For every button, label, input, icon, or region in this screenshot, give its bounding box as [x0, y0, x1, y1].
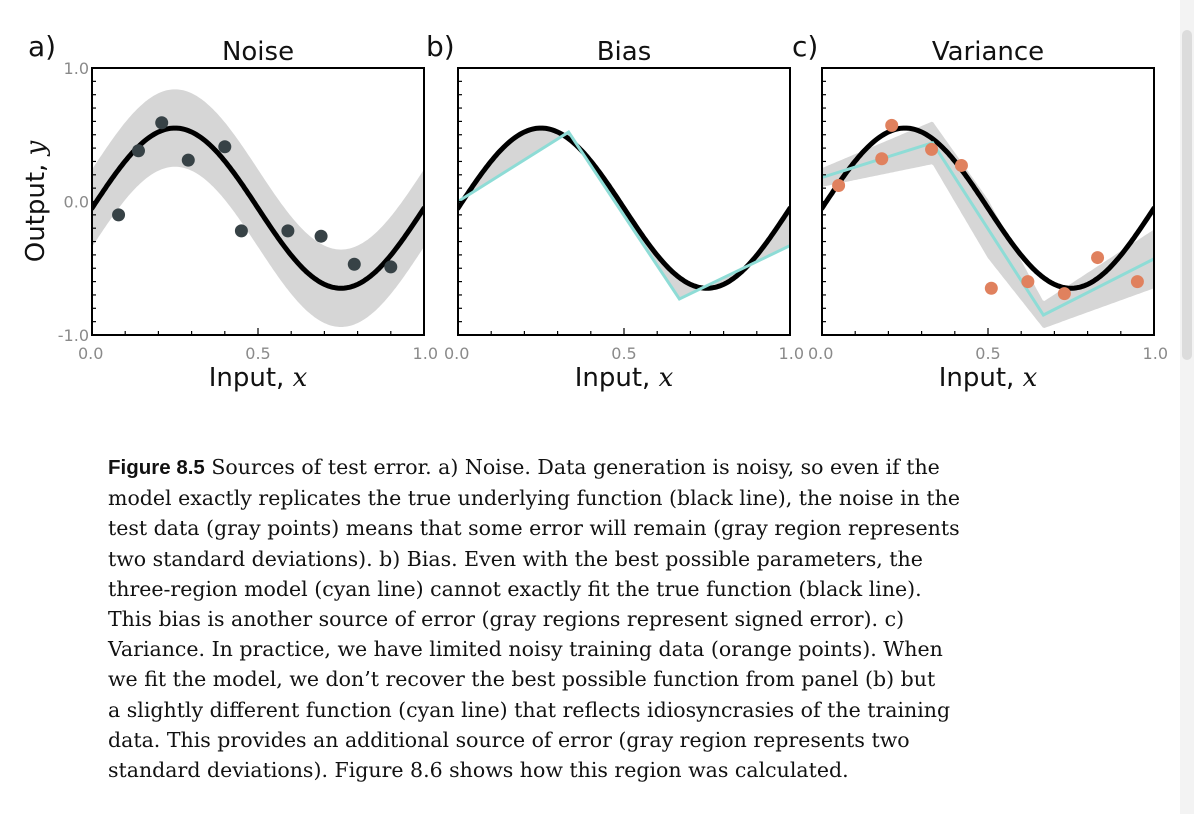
caption-line: two standard deviations). b) Bias. Even …: [108, 546, 923, 571]
x-tick-label: 0.5: [611, 344, 636, 363]
x-tick-label: 1.0: [1143, 344, 1168, 363]
x-axis-label: Input, x: [575, 363, 674, 393]
y-tick-label: 1.0: [64, 59, 89, 78]
chart-panel-bias: 0.0 0.5 1.0 b) Bias Input, x: [426, 30, 804, 393]
caption-line: data. This provides an additional source…: [108, 727, 910, 752]
panel-title: Bias: [597, 37, 652, 67]
figure-label: Figure 8.5: [108, 456, 205, 479]
training-point: [925, 142, 939, 156]
y-tick-label: -1.0: [58, 326, 89, 345]
plot-area: [458, 125, 790, 301]
caption-line: This bias is another source of error (gr…: [108, 607, 905, 632]
caption-line: model exactly replicates the true underl…: [108, 486, 960, 511]
panel-title: Variance: [932, 37, 1044, 67]
x-tick-label: 0.5: [975, 344, 1000, 363]
panel-letter: b): [426, 30, 455, 63]
training-point: [1057, 287, 1071, 301]
plot-area: [92, 89, 424, 328]
true-function-line: [92, 125, 424, 291]
panel-title: Noise: [222, 37, 294, 67]
plot-frame: [457, 67, 791, 336]
panel-letter: a): [28, 30, 56, 63]
caption-line: standard deviations). Figure 8.6 shows h…: [108, 758, 849, 783]
caption-line: a slightly different function (cyan line…: [108, 697, 951, 722]
caption-text: Sources of test error. a) Noise. Data ge…: [211, 455, 940, 479]
noise-point: [314, 229, 328, 243]
training-point: [984, 281, 998, 295]
y-axis-label: Output, y: [21, 140, 51, 262]
true-function-line: [822, 125, 1154, 291]
x-axis-label: Input, x: [939, 363, 1038, 393]
caption-line: three-region model (cyan line) cannot ex…: [108, 576, 922, 601]
training-point: [875, 152, 889, 166]
x-tick-label: 1.0: [413, 344, 438, 363]
training-point: [832, 178, 846, 192]
noise-point: [155, 116, 169, 130]
true-function-line: [458, 125, 790, 291]
model-line: [458, 130, 790, 301]
training-point: [1130, 275, 1144, 289]
x-axis-label: Input, x: [209, 363, 308, 393]
noise-point: [234, 224, 248, 238]
y-tick-label: 0.0: [64, 193, 89, 212]
noise-point: [384, 260, 398, 274]
caption-line: test data (gray points) means that some …: [108, 516, 960, 541]
caption-line: we fit the model, we don’t recover the b…: [108, 667, 936, 692]
noise-point: [131, 144, 145, 158]
panel-letter: c): [792, 30, 818, 63]
figure-caption: Figure 8.5 Sources of test error. a) Noi…: [108, 452, 1083, 785]
noise-point: [218, 140, 232, 154]
noise-point: [112, 208, 126, 222]
x-tick-label: 0.5: [245, 344, 270, 363]
x-tick-label: 0.0: [78, 344, 103, 363]
chart-panel-variance: 0.0 0.5 1.0 c) Variance Input, x: [792, 30, 1168, 393]
error-band: [822, 121, 1154, 328]
training-point: [1091, 251, 1105, 265]
training-point: [954, 158, 968, 172]
noise-point: [347, 257, 361, 271]
caption-line: Variance. In practice, we have limited n…: [108, 637, 943, 662]
noise-point: [181, 153, 195, 167]
training-point: [885, 118, 899, 132]
x-tick-label: 0.0: [444, 344, 469, 363]
plot-area: [822, 118, 1154, 328]
scrollbar-track[interactable]: [1180, 0, 1194, 814]
x-tick-label: 0.0: [808, 344, 833, 363]
noise-point: [281, 224, 295, 238]
x-tick-label: 1.0: [779, 344, 804, 363]
training-point: [1021, 275, 1035, 289]
caption-line: Figure 8.5 Sources of test error. a) Noi…: [108, 452, 1083, 483]
scrollbar-thumb[interactable]: [1182, 30, 1192, 360]
